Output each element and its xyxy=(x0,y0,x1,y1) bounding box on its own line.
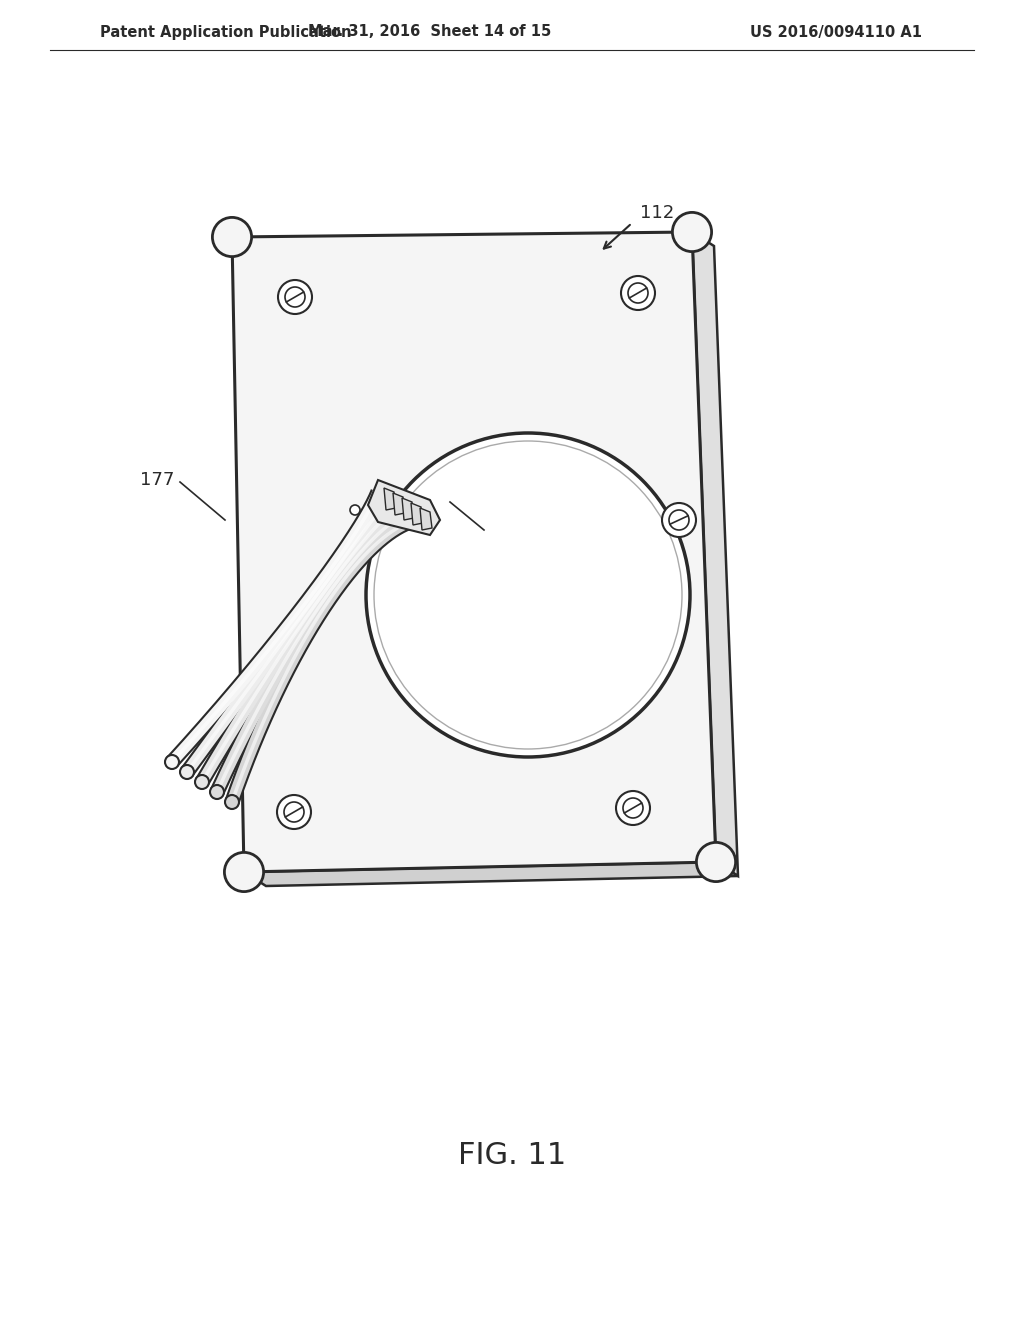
Circle shape xyxy=(616,791,650,825)
Circle shape xyxy=(662,503,696,537)
Polygon shape xyxy=(393,492,406,515)
Circle shape xyxy=(278,795,311,829)
Circle shape xyxy=(623,799,643,818)
Polygon shape xyxy=(411,503,423,525)
Circle shape xyxy=(374,441,682,748)
Polygon shape xyxy=(402,498,414,520)
Circle shape xyxy=(180,766,194,779)
Text: FIG. 11: FIG. 11 xyxy=(458,1140,566,1170)
Polygon shape xyxy=(420,508,432,531)
Circle shape xyxy=(673,213,712,252)
Text: 177: 177 xyxy=(139,471,174,488)
Circle shape xyxy=(285,286,305,308)
Circle shape xyxy=(366,433,690,756)
Polygon shape xyxy=(368,480,440,535)
Circle shape xyxy=(225,795,239,809)
Text: 112: 112 xyxy=(640,205,674,222)
Circle shape xyxy=(628,282,648,304)
Circle shape xyxy=(696,842,735,882)
Circle shape xyxy=(165,755,179,770)
Polygon shape xyxy=(232,232,716,873)
Circle shape xyxy=(195,775,209,789)
Circle shape xyxy=(284,803,304,822)
Circle shape xyxy=(210,785,224,799)
Polygon shape xyxy=(244,862,738,886)
Text: Patent Application Publication: Patent Application Publication xyxy=(100,25,351,40)
Text: US 2016/0094110 A1: US 2016/0094110 A1 xyxy=(750,25,922,40)
Text: 110: 110 xyxy=(488,533,522,550)
Circle shape xyxy=(224,853,263,891)
Text: Mar. 31, 2016  Sheet 14 of 15: Mar. 31, 2016 Sheet 14 of 15 xyxy=(308,25,552,40)
Circle shape xyxy=(669,510,689,531)
Polygon shape xyxy=(692,232,738,876)
Circle shape xyxy=(350,506,360,515)
Polygon shape xyxy=(384,488,396,510)
Circle shape xyxy=(621,276,655,310)
Circle shape xyxy=(278,280,312,314)
Circle shape xyxy=(212,218,252,256)
